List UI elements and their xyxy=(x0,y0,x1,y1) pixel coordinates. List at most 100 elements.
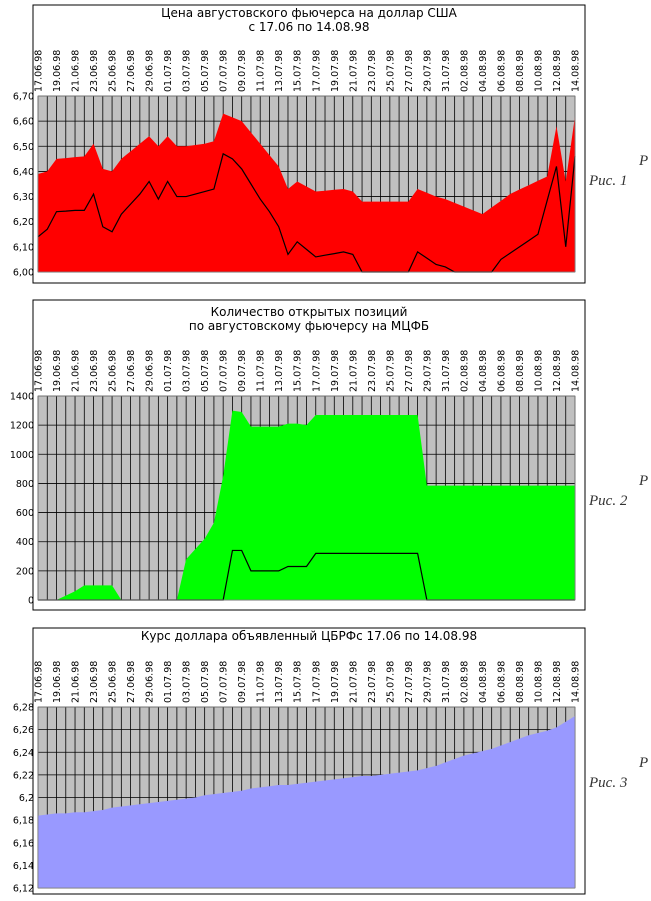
y-tick-label: 6,30 xyxy=(13,192,34,203)
x-tick-label: 19.06.98 xyxy=(52,350,63,392)
y-tick-label: 6,20 xyxy=(13,217,34,228)
x-tick-label: 10.08.98 xyxy=(533,50,544,92)
x-tick-label: 12.08.98 xyxy=(552,50,563,92)
y-tick-label: 6,40 xyxy=(13,167,34,178)
caption-mark: Р xyxy=(638,755,648,771)
x-tick-label: 08.08.98 xyxy=(515,661,526,703)
figure-caption: Рис. 2 xyxy=(588,493,628,509)
x-tick-label: 13.07.98 xyxy=(274,350,285,392)
x-tick-label: 07.07.98 xyxy=(219,50,230,92)
y-tick-label: 6,18 xyxy=(13,816,34,827)
x-tick-label: 15.07.98 xyxy=(293,350,304,392)
x-tick-label: 13.07.98 xyxy=(274,50,285,92)
y-tick-label: 400 xyxy=(16,537,34,548)
x-tick-label: 08.08.98 xyxy=(515,350,526,392)
area xyxy=(38,113,575,272)
x-tick-label: 09.07.98 xyxy=(237,350,248,392)
y-tick-label: 6,28 xyxy=(13,703,34,714)
caption-mark: Р xyxy=(638,153,648,169)
x-tick-label: 29.07.98 xyxy=(422,50,433,92)
x-tick-label: 21.06.98 xyxy=(71,50,82,92)
x-tick-label: 05.07.98 xyxy=(200,350,211,392)
chart: Курс доллара объявленный ЦБРФс 17.06 по … xyxy=(13,627,648,895)
x-tick-label: 29.07.98 xyxy=(422,661,433,703)
x-tick-label: 04.08.98 xyxy=(478,50,489,92)
x-tick-label: 02.08.98 xyxy=(459,661,470,703)
plot-border xyxy=(37,395,576,601)
area xyxy=(38,410,575,600)
x-tick-label: 25.07.98 xyxy=(385,50,396,92)
x-tick-label: 10.08.98 xyxy=(533,661,544,703)
x-tick-label: 19.07.98 xyxy=(330,50,341,92)
x-tick-label: 31.07.98 xyxy=(441,661,452,703)
x-tick-label: 02.08.98 xyxy=(459,50,470,92)
x-tick-label: 12.08.98 xyxy=(552,661,563,703)
x-tick-label: 13.07.98 xyxy=(274,661,285,703)
x-tick-label: 15.07.98 xyxy=(293,50,304,92)
x-tick-label: 17.06.98 xyxy=(34,661,45,703)
x-tick-label: 19.06.98 xyxy=(52,50,63,92)
x-tick-label: 23.06.98 xyxy=(89,350,100,392)
x-tick-label: 08.08.98 xyxy=(515,50,526,92)
x-tick-label: 03.07.98 xyxy=(182,661,193,703)
chart-title: по августовскому фьючерсу на МЦФБ xyxy=(189,319,429,333)
x-tick-label: 31.07.98 xyxy=(441,350,452,392)
x-tick-label: 23.07.98 xyxy=(367,50,378,92)
y-tick-label: 6,60 xyxy=(13,117,34,128)
x-tick-label: 23.07.98 xyxy=(367,661,378,703)
x-tick-label: 11.07.98 xyxy=(256,50,267,92)
x-tick-label: 25.06.98 xyxy=(108,661,119,703)
x-tick-label: 21.06.98 xyxy=(71,661,82,703)
y-tick-label: 6,14 xyxy=(13,861,34,872)
x-tick-label: 17.07.98 xyxy=(311,50,322,92)
x-tick-label: 29.06.98 xyxy=(145,350,156,392)
area xyxy=(38,716,575,888)
x-tick-label: 07.07.98 xyxy=(219,350,230,392)
x-tick-label: 11.07.98 xyxy=(256,350,267,392)
x-tick-label: 09.07.98 xyxy=(237,661,248,703)
x-tick-label: 27.07.98 xyxy=(404,50,415,92)
x-tick-label: 23.06.98 xyxy=(89,50,100,92)
x-tick-label: 05.07.98 xyxy=(200,661,211,703)
x-tick-label: 14.08.98 xyxy=(571,50,582,92)
x-tick-label: 09.07.98 xyxy=(237,50,248,92)
x-tick-label: 29.06.98 xyxy=(145,50,156,92)
figure-caption: Рис. 1 xyxy=(588,173,627,189)
x-tick-label: 21.07.98 xyxy=(348,50,359,92)
x-tick-label: 10.08.98 xyxy=(533,350,544,392)
x-tick-label: 17.06.98 xyxy=(34,50,45,92)
x-tick-label: 23.06.98 xyxy=(89,661,100,703)
x-tick-label: 01.07.98 xyxy=(163,50,174,92)
x-tick-label: 19.06.98 xyxy=(52,661,63,703)
caption-mark: Р xyxy=(638,473,648,489)
y-tick-label: 6,2 xyxy=(19,793,34,804)
x-tick-label: 14.08.98 xyxy=(571,350,582,392)
x-tick-label: 03.07.98 xyxy=(182,50,193,92)
x-tick-label: 19.07.98 xyxy=(330,661,341,703)
x-tick-label: 17.06.98 xyxy=(34,350,45,392)
x-tick-label: 17.07.98 xyxy=(311,350,322,392)
x-tick-label: 11.07.98 xyxy=(256,661,267,703)
x-tick-label: 25.06.98 xyxy=(108,350,119,392)
y-tick-label: 1400 xyxy=(10,392,34,403)
x-tick-label: 25.07.98 xyxy=(385,661,396,703)
y-tick-label: 6,00 xyxy=(13,268,34,279)
y-tick-label: 6,12 xyxy=(13,884,34,895)
y-tick-label: 600 xyxy=(16,508,34,519)
plot-border xyxy=(37,706,576,889)
x-tick-label: 02.08.98 xyxy=(459,350,470,392)
x-tick-label: 29.06.98 xyxy=(145,661,156,703)
x-tick-label: 17.07.98 xyxy=(311,661,322,703)
x-tick-label: 19.07.98 xyxy=(330,350,341,392)
y-tick-label: 6,24 xyxy=(13,748,34,759)
y-tick-label: 6,16 xyxy=(13,838,34,849)
x-tick-label: 23.07.98 xyxy=(367,350,378,392)
x-tick-label: 29.07.98 xyxy=(422,350,433,392)
y-tick-label: 1200 xyxy=(10,421,34,432)
x-tick-label: 12.08.98 xyxy=(552,350,563,392)
x-tick-label: 27.07.98 xyxy=(404,350,415,392)
y-tick-label: 6,22 xyxy=(13,770,34,781)
x-tick-label: 25.06.98 xyxy=(108,50,119,92)
